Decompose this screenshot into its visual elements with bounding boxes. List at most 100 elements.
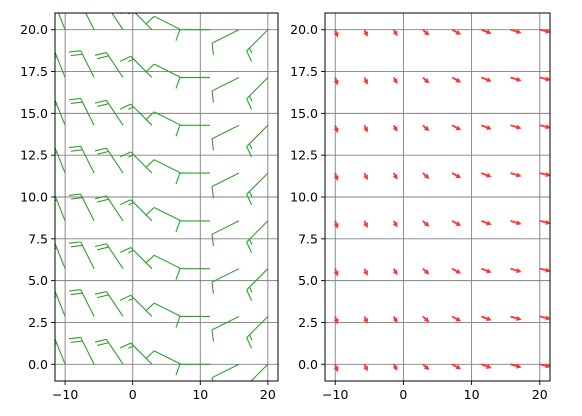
x-tick-label: 20 (260, 387, 276, 402)
quiver-arrow (481, 267, 492, 274)
barb (211, 220, 240, 247)
quiver-arrow (422, 29, 430, 36)
y-tick-label: 10.0 (290, 190, 318, 205)
barb (55, 194, 66, 222)
quiver-arrow (451, 315, 462, 322)
x-tick-label: 0 (399, 387, 407, 402)
quiver-arrow (422, 124, 430, 132)
barb (211, 172, 240, 199)
quiver-arrow (363, 268, 368, 276)
x-tick-label: −10 (52, 387, 78, 402)
quiver-arrow (392, 124, 398, 132)
barb (94, 195, 124, 222)
barb (68, 193, 95, 222)
barb (119, 294, 153, 317)
barbs-chart: −10 0 10 20 0.0 2.5 5.0 7.5 10.0 12.5 15.0 17.5 20.0 (20, 12, 279, 402)
barb (68, 50, 95, 78)
barb (119, 13, 153, 31)
barb (119, 246, 153, 270)
barb (119, 151, 153, 174)
y-tick-label: 5.0 (28, 273, 48, 288)
quiver-arrow (451, 76, 462, 83)
quiver-arrow (392, 29, 398, 37)
quiver-arrow (510, 363, 522, 369)
y-tick-label: 2.5 (298, 315, 318, 330)
barb (119, 199, 153, 222)
quiver-arrow (451, 172, 462, 179)
quiver-arrow (333, 29, 339, 38)
quiver-arrow (333, 77, 339, 86)
barb (246, 220, 269, 253)
quiver-arrow (333, 363, 339, 373)
quiver-arrow (363, 363, 368, 372)
barb (175, 172, 210, 185)
barb (55, 337, 66, 365)
quiver-arrow (392, 268, 398, 276)
y-tick-label: 12.5 (290, 148, 318, 163)
barb (145, 254, 182, 270)
barb (145, 302, 182, 317)
barb (94, 290, 124, 317)
quiver-arrow (539, 172, 550, 178)
quiver-arrow (539, 219, 550, 225)
barb (55, 50, 66, 78)
barb (175, 76, 210, 89)
quiver-arrow (539, 124, 550, 130)
quiver-arrow (510, 172, 522, 178)
barb (68, 97, 95, 126)
quiver-arrow (481, 172, 492, 178)
y-tick-label: 10.0 (20, 190, 48, 205)
quiver-arrow (510, 267, 522, 274)
barb (246, 316, 269, 349)
barb (246, 29, 269, 62)
quiver-arrow (392, 363, 398, 371)
barb (94, 52, 124, 78)
barb (55, 146, 66, 174)
quiver-arrow (363, 77, 368, 85)
quiver-arrow (363, 29, 368, 37)
plot-area (55, 13, 269, 381)
quiver-arrow (333, 220, 339, 229)
y-tick-label: 20.0 (290, 22, 318, 37)
barb (119, 342, 153, 365)
barb (246, 172, 269, 206)
quiver-arrow (539, 267, 550, 273)
quiver-arrow (422, 76, 430, 84)
barb (145, 206, 182, 222)
barb (55, 98, 66, 126)
plot-area (333, 28, 550, 373)
barb (68, 145, 95, 174)
quiver-arrow (422, 172, 430, 179)
barb (145, 350, 182, 365)
barb (246, 268, 269, 301)
barb (250, 363, 269, 381)
barb (211, 268, 240, 294)
quiver-arrow (481, 28, 492, 35)
barb (111, 13, 124, 31)
y-tick-label: 0.0 (28, 357, 48, 372)
quiver-arrow (422, 268, 430, 275)
barb (175, 363, 210, 376)
barb (145, 159, 182, 174)
barb (94, 147, 124, 174)
quiver-arrow (363, 220, 368, 229)
barb (211, 29, 240, 55)
barb (145, 63, 182, 79)
y-tick-label: 0.0 (298, 357, 318, 372)
quiver-arrow (510, 220, 522, 226)
quiver-arrow (481, 76, 492, 83)
y-tick-label: 7.5 (28, 231, 48, 246)
barb (55, 241, 66, 269)
x-tick-label: −10 (322, 387, 348, 402)
barb (211, 124, 240, 151)
barb (94, 99, 124, 126)
quiver-arrow (510, 28, 522, 35)
barb (145, 15, 182, 31)
quiver-arrow (451, 124, 462, 131)
y-tick-label: 17.5 (290, 64, 318, 79)
quiver-arrow (539, 76, 550, 82)
quiver-arrow (392, 220, 398, 228)
quiver-arrow (333, 172, 339, 181)
barb (211, 315, 240, 342)
barb (175, 268, 210, 280)
